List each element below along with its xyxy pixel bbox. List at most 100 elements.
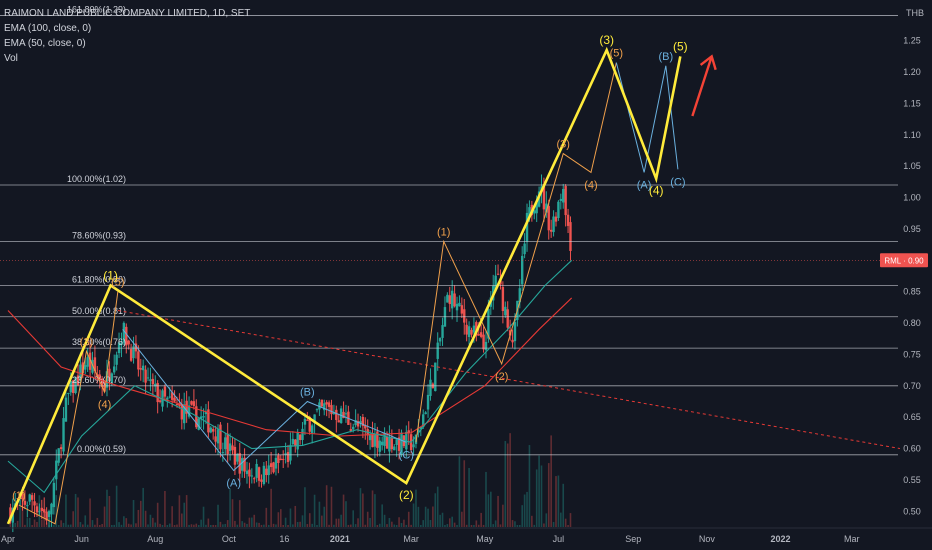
candle	[308, 416, 311, 432]
candle	[371, 433, 374, 448]
candle	[113, 366, 116, 373]
candle	[533, 210, 536, 214]
price-tick-label: 0.55	[903, 475, 921, 485]
volume-bar	[31, 524, 33, 527]
price-tick-label: 0.95	[903, 224, 921, 234]
price-axis[interactable]	[900, 0, 932, 550]
candle	[364, 425, 367, 429]
volume-bar	[337, 518, 340, 527]
volume-bar	[533, 524, 536, 527]
sub-wave-label: (3)	[80, 336, 93, 348]
price-tick-label: 0.70	[903, 381, 921, 391]
volume-bar	[311, 523, 313, 527]
volume-bar	[181, 513, 183, 527]
correction-wave-label: (C)	[670, 176, 685, 188]
candle	[134, 343, 138, 352]
candle	[183, 404, 186, 424]
candle	[69, 380, 72, 393]
volume-bar	[14, 522, 17, 527]
candle	[465, 324, 468, 335]
candle	[158, 400, 162, 402]
candle	[417, 429, 420, 433]
candle	[9, 507, 12, 521]
candle	[129, 349, 133, 361]
candle	[496, 273, 500, 275]
correction-wave-label: (A)	[637, 179, 652, 191]
volume-bar	[485, 471, 487, 527]
main-wave-label: (4)	[649, 184, 664, 198]
candle	[289, 444, 292, 461]
volume-bar	[45, 522, 48, 527]
volume-bar	[543, 523, 545, 527]
candle	[487, 308, 490, 339]
volume-bar	[306, 524, 309, 527]
candle	[325, 402, 328, 405]
candle	[557, 201, 560, 219]
candle	[506, 309, 509, 328]
volume-bar	[557, 475, 560, 527]
candle	[279, 458, 282, 460]
volume-bar	[444, 524, 446, 527]
candle	[173, 397, 176, 402]
legend-ema50[interactable]: EMA (50, close, 0)	[4, 38, 86, 49]
volume-bar	[209, 524, 212, 527]
volume-bar	[369, 517, 371, 527]
volume-bar	[359, 488, 362, 527]
candle	[47, 511, 51, 517]
time-tick-label: Nov	[699, 534, 716, 544]
volume-bar	[234, 520, 236, 527]
time-tick-label: Oct	[222, 534, 237, 544]
volume-bar	[255, 522, 258, 527]
candle	[211, 429, 215, 432]
volume-bar	[185, 495, 188, 527]
candle	[303, 418, 307, 425]
volume-bar	[130, 524, 132, 527]
volume-bar	[115, 485, 118, 527]
volume-bar	[342, 494, 345, 527]
volume-bar	[352, 510, 355, 527]
candle	[294, 439, 297, 446]
candle	[412, 444, 415, 448]
price-tick-label: 0.85	[903, 287, 921, 297]
volume-bar	[560, 512, 562, 527]
volume-bar	[123, 516, 125, 527]
candle	[52, 482, 56, 508]
volume-bar	[217, 504, 219, 527]
candle	[84, 365, 87, 370]
volume-bar	[567, 525, 569, 527]
volume-bar	[509, 433, 511, 527]
volume-bar	[523, 494, 526, 527]
chart-legend: RAIMON LAND PUBLIC COMPANY LIMITED, 1D, …	[4, 6, 250, 66]
candle	[330, 405, 333, 415]
candle	[332, 413, 336, 415]
candle	[318, 402, 321, 410]
volume-bar	[330, 486, 333, 527]
volume-bar	[364, 524, 367, 527]
correction-wave-label: (C)	[399, 449, 414, 461]
legend-vol[interactable]: Vol	[4, 53, 18, 64]
candle	[523, 243, 526, 255]
candle	[139, 368, 142, 370]
main-wave-label: (3)	[599, 33, 614, 47]
candle	[482, 334, 485, 350]
candle	[361, 416, 365, 427]
candle	[202, 416, 205, 418]
projection-arrow-head	[699, 54, 717, 71]
volume-bar	[538, 455, 540, 527]
volume-bar	[545, 513, 548, 527]
candle	[269, 463, 273, 467]
candle	[296, 432, 299, 450]
volume-bar	[156, 502, 159, 527]
volume-bar	[429, 519, 432, 527]
main-wave-path	[6, 46, 682, 525]
legend-ema100[interactable]: EMA (100, close, 0)	[4, 23, 92, 34]
candle	[30, 495, 34, 500]
volume-bar	[89, 498, 91, 527]
candle	[378, 440, 381, 452]
volume-bar	[139, 500, 142, 527]
candle	[267, 465, 270, 476]
volume-bar	[248, 517, 251, 527]
price-tick-label: 1.05	[903, 161, 921, 171]
